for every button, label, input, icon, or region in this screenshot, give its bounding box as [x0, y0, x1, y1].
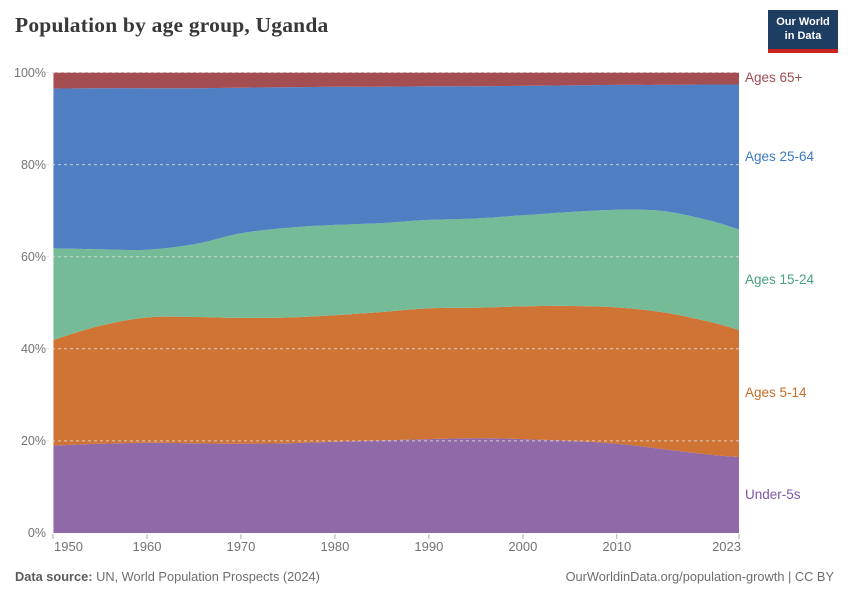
y-axis-label-20: 20% — [20, 433, 46, 448]
x-axis-label-1980: 1980 — [320, 539, 350, 554]
y-axis-label-40: 40% — [20, 341, 46, 356]
x-axis-label-1990: 1990 — [414, 539, 444, 554]
y-axis-label-100: 100% — [14, 65, 46, 80]
owid-logo-line1: Our World — [776, 16, 830, 28]
footer-attribution[interactable]: OurWorldinData.org/population-growth | C… — [565, 569, 834, 584]
area-ages-65[interactable] — [53, 72, 739, 89]
legend-item-ages-65[interactable]: Ages 65+ — [745, 70, 803, 86]
area-under-5s[interactable] — [53, 438, 739, 533]
stacked-area-chart[interactable] — [0, 0, 850, 562]
owid-logo-line2: in Data — [784, 29, 822, 42]
area-ages-15-24[interactable] — [53, 209, 739, 341]
y-axis-label-60: 60% — [20, 249, 46, 264]
y-axis-label-80: 80% — [20, 157, 46, 172]
owid-logo[interactable]: Our World in Data — [768, 10, 838, 53]
legend-item-ages-5-14[interactable]: Ages 5-14 — [745, 385, 807, 401]
x-axis-label-1970: 1970 — [226, 539, 256, 554]
x-axis-label-2010: 2010 — [602, 539, 632, 554]
x-axis-label-1950: 1950 — [54, 539, 83, 554]
x-axis-label-1960: 1960 — [132, 539, 162, 554]
x-axis-label-2000: 2000 — [508, 539, 538, 554]
y-axis-label-0: 0% — [27, 526, 46, 540]
legend-item-under-5s[interactable]: Under-5s — [745, 487, 801, 502]
chart-title: Population by age group, Uganda — [15, 13, 329, 37]
footer-source-text: UN, World Population Prospects (2024) — [92, 569, 320, 584]
x-axis-label-2023: 2023 — [712, 539, 741, 554]
legend-item-ages-15-24[interactable]: Ages 15-24 — [745, 271, 815, 287]
footer-source: Data source: UN, World Population Prospe… — [15, 569, 320, 584]
legend-item-ages-25-64[interactable]: Ages 25-64 — [745, 149, 815, 164]
footer-source-label: Data source: — [15, 569, 93, 584]
area-ages-5-14[interactable] — [53, 305, 739, 457]
area-ages-25-64[interactable] — [53, 84, 739, 251]
